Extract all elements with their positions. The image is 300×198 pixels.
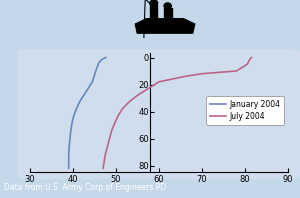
January 2004	[82, 94, 85, 96]
January 2004	[95, 67, 98, 69]
January 2004	[67, 162, 70, 164]
January 2004	[97, 62, 101, 64]
Line: January 2004: January 2004	[69, 57, 106, 168]
January 2004	[101, 58, 105, 60]
July 2004	[248, 58, 252, 60]
January 2004	[69, 129, 73, 132]
July 2004	[250, 56, 253, 59]
Line: July 2004: July 2004	[103, 57, 251, 168]
July 2004	[218, 71, 221, 73]
Legend: January 2004, July 2004: January 2004, July 2004	[206, 96, 284, 125]
January 2004	[104, 56, 107, 59]
Polygon shape	[164, 8, 172, 19]
Text: Data from U.S. Army Corp of Engineers PD: Data from U.S. Army Corp of Engineers PD	[4, 183, 167, 192]
July 2004	[101, 167, 105, 169]
Polygon shape	[151, 5, 157, 19]
January 2004	[78, 101, 81, 103]
January 2004	[67, 145, 71, 148]
July 2004	[157, 81, 161, 83]
July 2004	[121, 108, 124, 110]
July 2004	[110, 129, 113, 132]
July 2004	[136, 94, 139, 96]
FancyBboxPatch shape	[17, 50, 300, 179]
July 2004	[200, 72, 204, 75]
July 2004	[245, 63, 249, 66]
January 2004	[103, 57, 106, 59]
July 2004	[106, 145, 109, 148]
January 2004	[91, 81, 94, 83]
Circle shape	[164, 3, 171, 9]
January 2004	[99, 59, 103, 61]
July 2004	[127, 101, 131, 103]
January 2004	[103, 57, 107, 59]
July 2004	[170, 78, 174, 80]
July 2004	[146, 87, 150, 90]
January 2004	[75, 108, 78, 110]
January 2004	[67, 153, 70, 156]
Polygon shape	[135, 19, 195, 33]
January 2004	[70, 121, 74, 124]
Circle shape	[150, 0, 158, 6]
July 2004	[183, 75, 187, 78]
January 2004	[93, 74, 96, 76]
July 2004	[113, 121, 117, 124]
January 2004	[72, 114, 76, 117]
January 2004	[86, 87, 90, 90]
July 2004	[108, 137, 111, 140]
July 2004	[102, 162, 106, 164]
July 2004	[235, 70, 238, 72]
January 2004	[68, 137, 72, 140]
January 2004	[67, 167, 70, 169]
July 2004	[103, 153, 107, 156]
July 2004	[116, 114, 120, 117]
